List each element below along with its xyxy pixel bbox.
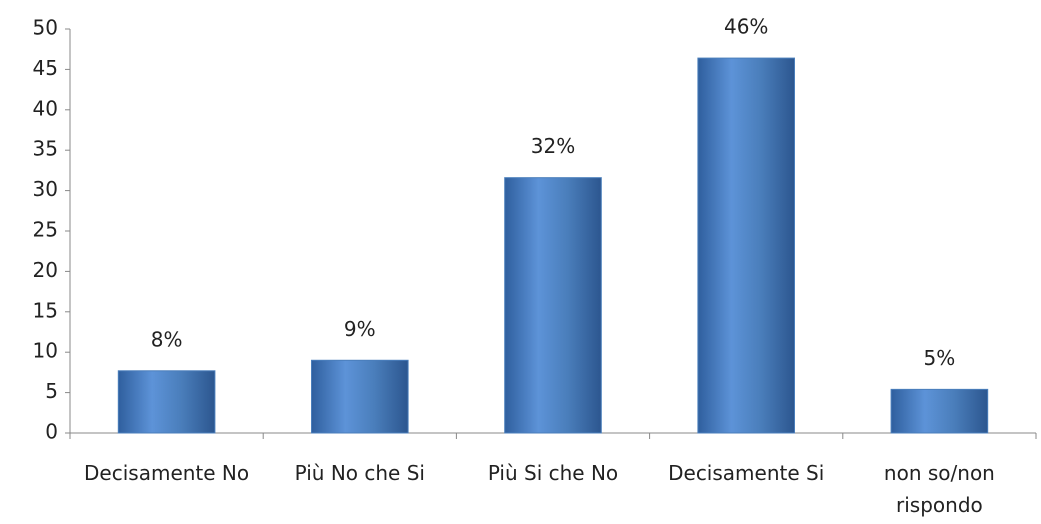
y-tick-label: 25 — [33, 218, 58, 242]
y-tick-label: 15 — [33, 298, 58, 322]
y-tick-label: 35 — [33, 137, 58, 161]
y-tick-label: 40 — [33, 96, 58, 120]
bar — [504, 177, 602, 434]
y-tick-label: 0 — [45, 420, 58, 444]
bar — [697, 57, 796, 434]
y-tick-label: 5 — [45, 379, 58, 403]
bar — [117, 370, 216, 434]
y-tick-label: 20 — [33, 258, 58, 282]
bar — [890, 388, 989, 434]
data-label: 5% — [924, 346, 956, 370]
y-tick-label: 30 — [33, 177, 58, 201]
data-label: 8% — [151, 327, 183, 351]
x-tick-label: Decisamente Si — [668, 461, 825, 485]
bar — [311, 359, 409, 434]
x-tick-label: Più No che Si — [294, 461, 425, 485]
x-tick-label: Più Si che No — [487, 461, 619, 485]
y-tick-label: 50 — [33, 16, 58, 40]
y-tick-label: 10 — [33, 339, 58, 363]
x-tick-label: Decisamente No — [84, 461, 250, 485]
data-label: 9% — [344, 317, 376, 341]
data-label: 32% — [531, 134, 575, 158]
y-tick-label: 45 — [33, 56, 58, 80]
data-label: 46% — [724, 15, 768, 39]
x-tick-label: non so/non rispondo — [883, 461, 995, 517]
